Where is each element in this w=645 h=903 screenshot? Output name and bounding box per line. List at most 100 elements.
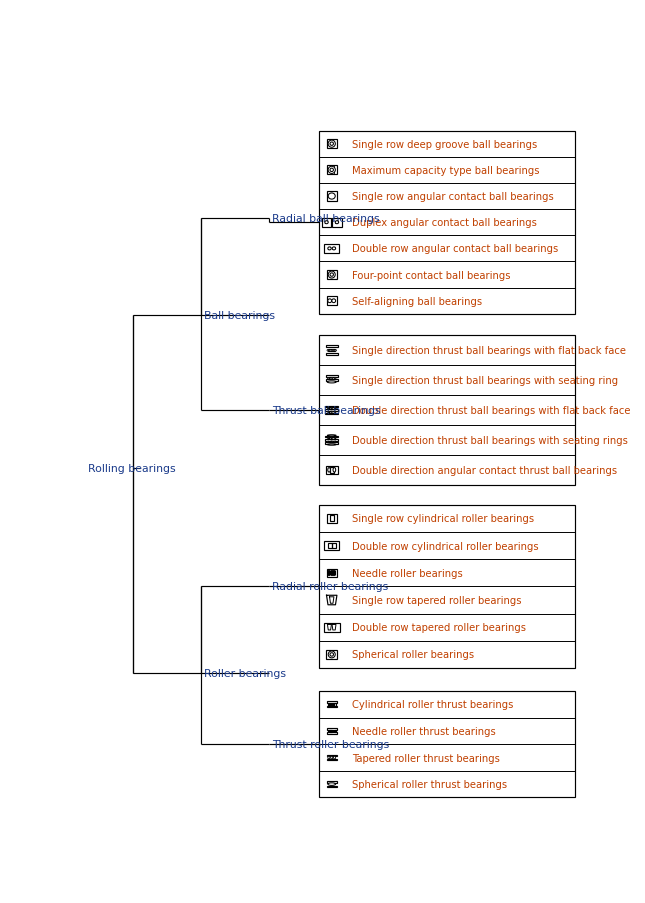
Circle shape [331,378,333,379]
Bar [326,650,337,659]
Bar [326,440,338,442]
Circle shape [327,350,329,352]
Ellipse shape [328,468,330,472]
Bar [328,350,335,352]
Bar [330,703,332,706]
Text: Ball bearings: Ball bearings [204,311,275,321]
Circle shape [328,272,335,279]
Polygon shape [330,757,333,759]
Bar [330,468,333,473]
Circle shape [335,408,336,410]
Text: Single row cylindrical roller bearings: Single row cylindrical roller bearings [352,514,534,524]
Bar [334,703,335,706]
Bar [326,786,337,787]
Circle shape [335,350,337,352]
Text: Spherical roller thrust bearings: Spherical roller thrust bearings [352,779,507,789]
Text: Cylindrical roller thrust bearings: Cylindrical roller thrust bearings [352,700,513,710]
Bar [324,623,339,632]
Text: Single row angular contact ball bearings: Single row angular contact ball bearings [352,191,553,201]
Bar [328,544,332,549]
Bar [324,245,339,254]
Text: Single row tapered roller bearings: Single row tapered roller bearings [352,595,521,605]
Bar [319,132,575,314]
Circle shape [328,300,332,303]
Bar [332,219,342,228]
Circle shape [330,350,332,352]
Bar [332,544,335,549]
Bar [332,703,333,706]
Circle shape [330,143,333,146]
Text: Spherical roller bearings: Spherical roller bearings [352,650,474,660]
Bar [326,271,337,280]
Bar [326,406,338,408]
Bar [328,442,335,443]
Text: Double row cylindrical roller bearings: Double row cylindrical roller bearings [352,541,539,551]
Text: Thrust ball bearings: Thrust ball bearings [272,405,381,415]
Circle shape [335,438,336,440]
Circle shape [331,438,332,440]
Bar [326,166,337,175]
Circle shape [330,169,333,172]
Bar [326,732,337,734]
Bar [326,755,337,757]
Text: Double direction thrust ball bearings with seating rings: Double direction thrust ball bearings wi… [352,435,628,445]
Bar [324,542,339,551]
Circle shape [335,412,336,413]
Ellipse shape [332,247,335,251]
Bar [326,346,338,348]
Ellipse shape [330,653,333,656]
Text: Roller bearings: Roller bearings [204,669,286,679]
Bar [328,438,335,440]
Text: Radial ball bearings: Radial ball bearings [272,213,380,223]
Bar [326,297,337,306]
Bar [328,412,335,414]
Circle shape [328,412,329,413]
Text: Double direction thrust ball bearings with flat back face: Double direction thrust ball bearings wi… [352,405,630,415]
Bar [319,692,575,797]
Bar [322,219,332,228]
Text: Duplex angular contact ball bearings: Duplex angular contact ball bearings [352,218,537,228]
Text: Double direction angular contact thrust ball bearings: Double direction angular contact thrust … [352,465,617,475]
Circle shape [328,408,329,410]
Text: Single row deep groove ball bearings: Single row deep groove ball bearings [352,140,537,150]
Text: Thrust roller bearings: Thrust roller bearings [272,740,390,749]
Bar [329,377,335,380]
Bar [326,729,337,730]
Text: Radial roller bearings: Radial roller bearings [272,582,388,591]
Bar [328,703,329,706]
Bar [326,702,337,703]
Circle shape [330,274,333,277]
Text: Four-point contact ball bearings: Four-point contact ball bearings [352,270,510,280]
Circle shape [331,412,332,413]
Text: Single direction thrust ball bearings with seating ring: Single direction thrust ball bearings wi… [352,376,618,386]
Text: Rolling bearings: Rolling bearings [88,463,176,473]
Text: Self-aligning ball bearings: Self-aligning ball bearings [352,296,482,306]
Text: Double row angular contact ball bearings: Double row angular contact ball bearings [352,244,558,254]
Ellipse shape [327,381,336,384]
Ellipse shape [327,444,336,446]
Bar [326,376,338,377]
Circle shape [331,408,332,410]
Circle shape [328,438,329,440]
Ellipse shape [327,435,336,437]
Bar [326,437,338,438]
Ellipse shape [335,221,339,225]
Ellipse shape [328,783,335,786]
Bar [326,466,338,474]
Text: Double row tapered roller bearings: Double row tapered roller bearings [352,622,526,632]
Ellipse shape [328,194,335,200]
Text: Needle roller bearings: Needle roller bearings [352,568,462,578]
Ellipse shape [333,468,335,472]
Circle shape [328,141,335,148]
Text: Single direction thrust ball bearings with flat back face: Single direction thrust ball bearings wi… [352,346,626,356]
Bar [326,380,338,382]
Bar [319,506,575,668]
Bar [326,443,338,444]
Circle shape [332,300,335,303]
Bar [326,759,337,760]
Polygon shape [333,757,336,759]
Circle shape [332,350,334,352]
Bar [330,516,333,522]
Bar [326,781,337,783]
Circle shape [334,378,336,379]
